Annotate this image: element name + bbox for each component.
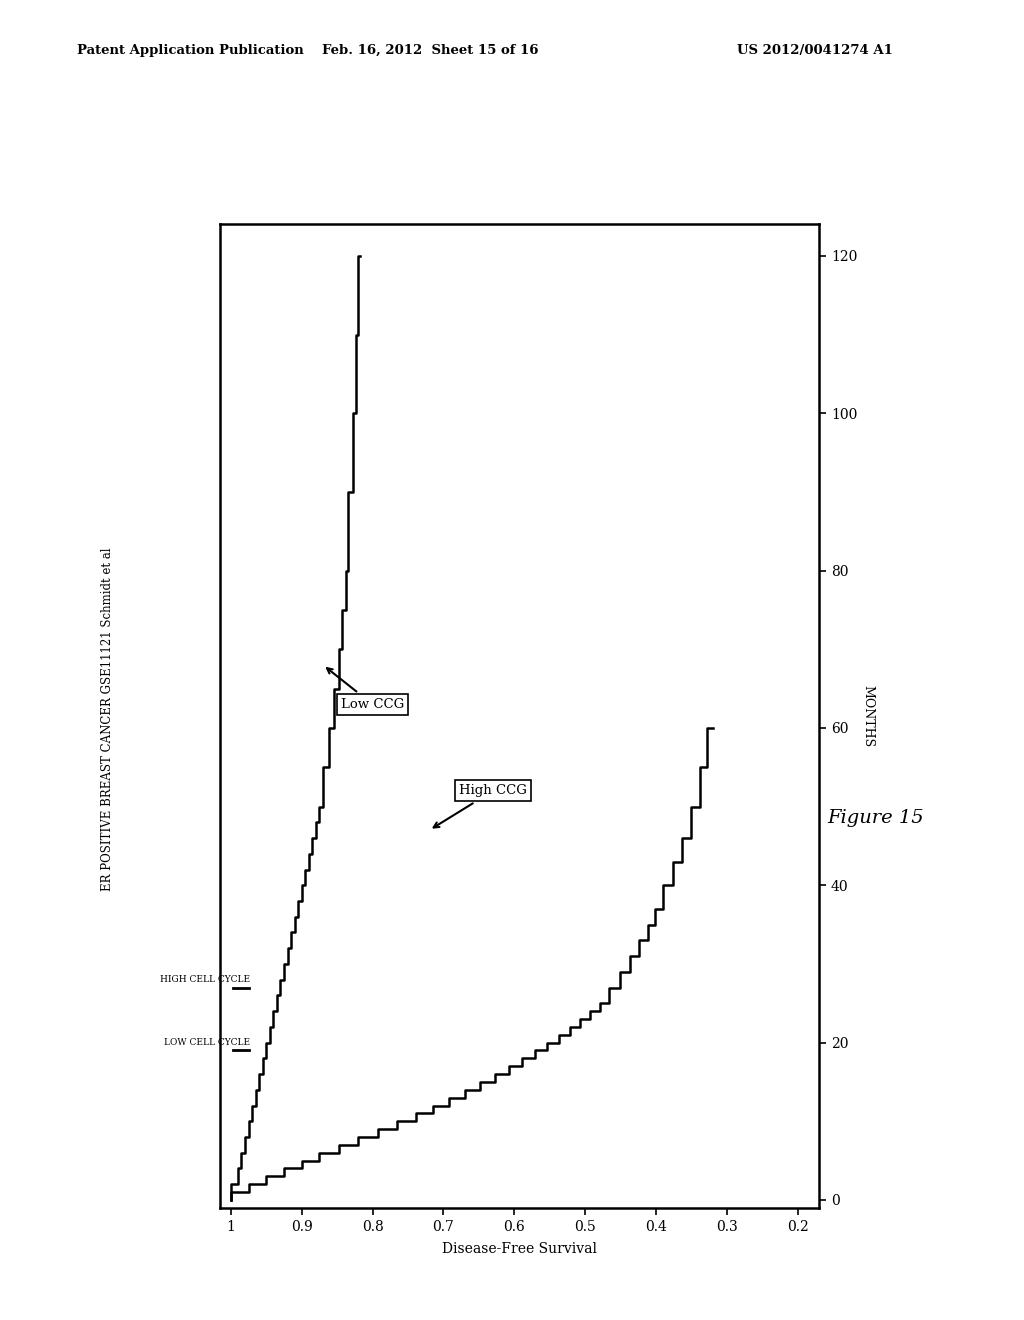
Text: High CCG: High CCG bbox=[433, 784, 527, 828]
Text: US 2012/0041274 A1: US 2012/0041274 A1 bbox=[737, 44, 893, 57]
Text: Figure 15: Figure 15 bbox=[827, 809, 924, 828]
Y-axis label: MONTHS: MONTHS bbox=[861, 685, 874, 747]
Text: Patent Application Publication: Patent Application Publication bbox=[77, 44, 303, 57]
Text: HIGH CELL CYCLE: HIGH CELL CYCLE bbox=[160, 974, 250, 983]
Text: Low CCG: Low CCG bbox=[327, 668, 404, 710]
Text: LOW CELL CYCLE: LOW CELL CYCLE bbox=[164, 1038, 250, 1047]
Text: Feb. 16, 2012  Sheet 15 of 16: Feb. 16, 2012 Sheet 15 of 16 bbox=[322, 44, 539, 57]
Text: ER POSITIVE BREAST CANCER GSE11121 Schmidt et al: ER POSITIVE BREAST CANCER GSE11121 Schmi… bbox=[101, 548, 114, 891]
X-axis label: Disease-Free Survival: Disease-Free Survival bbox=[442, 1242, 597, 1255]
